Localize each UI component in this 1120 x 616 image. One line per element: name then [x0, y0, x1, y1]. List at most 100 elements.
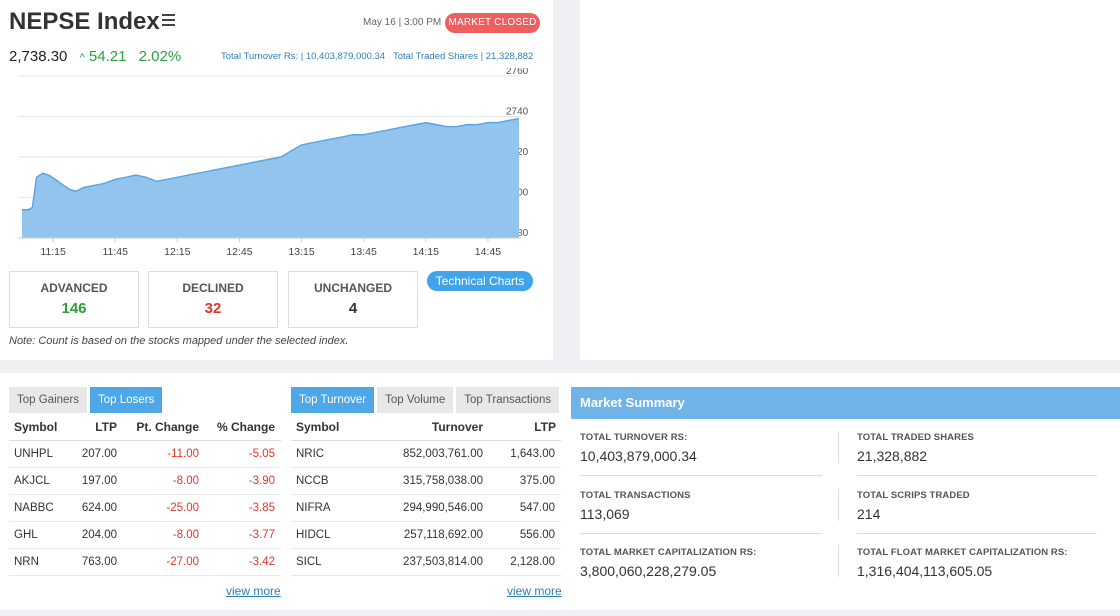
col-ltp: LTP [71, 414, 117, 441]
tab-top-transactions[interactable]: Top Transactions [456, 387, 560, 413]
ms-value: 3,800,060,228,279.05 [580, 563, 717, 579]
index-value: 2,738.30 [9, 48, 68, 65]
turnover-cell-2: 1,643.00 [483, 440, 561, 468]
declined-box: DECLINED 32 [148, 271, 278, 328]
col-pct-change: % Change [199, 414, 281, 441]
index-chart[interactable]: 2760274027202700268011:1511:4512:1512:45… [0, 68, 553, 263]
market-status-badge: MARKET CLOSED [445, 13, 540, 33]
losers-cell-1: 763.00 [71, 548, 117, 576]
ms-value: 113,069 [580, 506, 630, 522]
ms-value: 1,316,404,113,605.05 [857, 563, 993, 579]
turnover-cell-1: 852,003,761.00 [361, 440, 483, 468]
x-tick-label: 11:45 [102, 246, 128, 258]
declined-label: DECLINED [182, 281, 244, 295]
ms-value: 21,328,882 [857, 448, 928, 464]
turnover-table: Symbol Turnover LTP NRIC 852,003,761.00 1,… [291, 414, 561, 576]
table-row[interactable]: NABBC 624.00 -25.00 -3.85 [9, 494, 281, 522]
tab-top-gainers[interactable]: Top Gainers [9, 387, 88, 413]
losers-cell-2: -27.00 [117, 548, 199, 576]
advanced-box: ADVANCED 146 [9, 271, 139, 328]
advanced-count: 146 [61, 300, 87, 317]
col-ltp: LTP [483, 414, 561, 441]
losers-cell-0: NRN [9, 548, 71, 576]
market-summary-header: Market Summary [571, 387, 1120, 419]
turnover-cell-2: 375.00 [483, 467, 561, 495]
advanced-label: ADVANCED [40, 281, 108, 295]
table-row[interactable]: AKJCL 197.00 -8.00 -3.90 [9, 467, 281, 495]
col-symbol: Symbol [9, 414, 71, 441]
turnover-cell-2: 2,128.00 [483, 548, 561, 576]
bottom-strip: Top Gainers Top Losers Symbol LTP Pt. Ch… [0, 373, 1120, 610]
turnover-cell-2: 556.00 [483, 521, 561, 549]
col-symbol: Symbol [291, 414, 361, 441]
tab-top-volume[interactable]: Top Volume [377, 387, 454, 413]
x-tick-label: 13:45 [351, 246, 377, 258]
unchanged-box: UNCHANGED 4 [288, 271, 418, 328]
losers-cell-0: AKJCL [9, 467, 71, 495]
losers-cell-2: -8.00 [117, 521, 199, 549]
col-turnover: Turnover [361, 414, 483, 441]
ms-total-market-cap: TOTAL MARKET CAPITALIZATION RS: 3,800,06… [580, 547, 756, 579]
losers-cell-1: 204.00 [71, 521, 117, 549]
tab-top-losers[interactable]: Top Losers [90, 387, 163, 413]
losers-cell-0: NABBC [9, 494, 71, 522]
total-turnover-text: Total Turnover Rs: | 10,403,879,000.34 [221, 51, 386, 62]
turnover-line: Total Turnover Rs: | 10,403,879,000.34 T… [221, 51, 533, 62]
turnover-cell-0: SICL [291, 548, 361, 576]
x-tick-label: 14:45 [475, 246, 501, 258]
x-tick-label: 13:15 [288, 246, 314, 258]
index-summary: 2,738.30 ^ 54.21 2.02% [9, 48, 181, 65]
ms-label: TOTAL TURNOVER RS: [580, 432, 688, 443]
page-title: NEPSE Index [9, 8, 160, 35]
divider [857, 475, 1097, 476]
table-row[interactable]: NCCB 315,758,038.00 375.00 [291, 467, 561, 495]
turnover-cell-0: NRIC [291, 440, 361, 468]
table-row[interactable]: HIDCL 257,118,692.00 556.00 [291, 521, 561, 549]
x-tick-label: 11:15 [40, 246, 66, 258]
col-pt-change: Pt. Change [117, 414, 199, 441]
table-row[interactable]: SICL 237,503,814.00 2,128.00 [291, 548, 561, 576]
tab-top-turnover[interactable]: Top Turnover [291, 387, 375, 413]
turnover-cell-1: 237,503,814.00 [361, 548, 483, 576]
table-row[interactable]: NRN 763.00 -27.00 -3.42 [9, 548, 281, 576]
losers-cell-3: -3.90 [199, 467, 281, 495]
turnover-cell-0: NCCB [291, 467, 361, 495]
turnover-view-more-link[interactable]: view more [507, 584, 562, 598]
losers-cell-1: 207.00 [71, 440, 117, 468]
caret-up-icon: ^ [79, 52, 85, 64]
table-row[interactable]: NRIC 852,003,761.00 1,643.00 [291, 440, 561, 468]
x-tick-label: 14:15 [413, 246, 439, 258]
losers-cell-0: GHL [9, 521, 71, 549]
menu-icon[interactable] [162, 14, 175, 28]
losers-table: Symbol LTP Pt. Change % Change UNHPL 207.… [9, 414, 281, 576]
table-row[interactable]: GHL 204.00 -8.00 -3.77 [9, 521, 281, 549]
ms-total-traded-shares: TOTAL TRADED SHARES 21,328,882 [857, 432, 974, 464]
divider [857, 533, 1097, 534]
ms-value: 10,403,879,000.34 [580, 448, 697, 464]
technical-charts-button[interactable]: Technical Charts [427, 271, 533, 291]
turnover-cell-1: 257,118,692.00 [361, 521, 483, 549]
index-line-series [22, 117, 520, 211]
losers-cell-1: 624.00 [71, 494, 117, 522]
ms-total-float-market-cap: TOTAL FLOAT MARKET CAPITALIZATION RS: 1,… [857, 547, 1068, 579]
unchanged-label: UNCHANGED [314, 281, 392, 295]
gainers-losers-tabs: Top Gainers Top Losers [9, 387, 163, 413]
ms-label: TOTAL SCRIPS TRADED [857, 490, 970, 501]
ms-total-transactions: TOTAL TRANSACTIONS 113,069 [580, 490, 691, 522]
turnover-cell-1: 315,758,038.00 [361, 467, 483, 495]
losers-cell-1: 197.00 [71, 467, 117, 495]
market-date: May 16 | 3:00 PM [363, 17, 442, 28]
index-change-value: 54.21 [88, 48, 127, 65]
ms-total-scrips-traded: TOTAL SCRIPS TRADED 214 [857, 490, 970, 522]
losers-view-more-link[interactable]: view more [226, 584, 281, 598]
ms-label: TOTAL FLOAT MARKET CAPITALIZATION RS: [857, 547, 1068, 558]
y-tick-label: 2740 [506, 107, 529, 118]
losers-cell-3: -5.05 [199, 440, 281, 468]
losers-cell-3: -3.42 [199, 548, 281, 576]
divider [838, 489, 839, 521]
turnover-cell-0: NIFRA [291, 494, 361, 522]
losers-cell-2: -11.00 [117, 440, 199, 468]
table-row[interactable]: NIFRA 294,990,546.00 547.00 [291, 494, 561, 522]
y-tick-label: 2760 [506, 68, 529, 77]
table-row[interactable]: UNHPL 207.00 -11.00 -5.05 [9, 440, 281, 468]
